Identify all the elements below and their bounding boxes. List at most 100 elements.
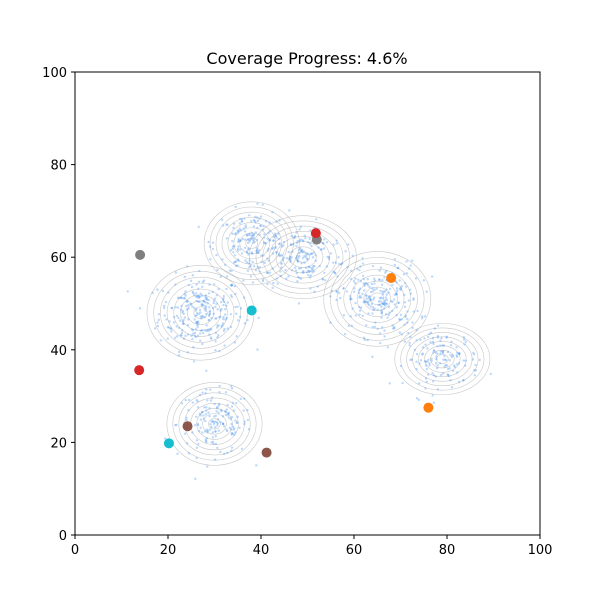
density-sample-point bbox=[306, 240, 310, 244]
density-sample-point bbox=[198, 269, 201, 273]
density-sample-point bbox=[311, 271, 314, 274]
density-sample-point bbox=[239, 228, 243, 232]
density-sample-point bbox=[409, 292, 412, 295]
density-sample-point bbox=[309, 276, 312, 279]
density-sample-point bbox=[184, 398, 188, 402]
density-sample-point bbox=[247, 262, 251, 265]
density-sample-point bbox=[153, 327, 157, 330]
density-sample-point bbox=[407, 331, 410, 335]
density-sample-point bbox=[211, 440, 215, 444]
density-sample-point bbox=[299, 266, 303, 270]
density-sample-point bbox=[250, 231, 254, 235]
density-contour bbox=[227, 222, 276, 265]
density-sample-point bbox=[220, 218, 224, 221]
density-sample-point bbox=[246, 318, 249, 322]
density-sample-point bbox=[385, 302, 389, 305]
density-sample-point bbox=[445, 336, 448, 339]
density-sample-point bbox=[226, 403, 229, 407]
density-sample-point bbox=[201, 294, 204, 297]
density-sample-point bbox=[177, 350, 181, 354]
density-sample-point bbox=[190, 285, 194, 289]
density-sample-point bbox=[335, 290, 338, 293]
density-sample-point bbox=[181, 309, 185, 313]
density-sample-point bbox=[190, 303, 193, 306]
density-sample-point bbox=[366, 338, 369, 342]
density-sample-point bbox=[357, 278, 360, 281]
density-sample-point bbox=[252, 236, 255, 239]
density-sample-point bbox=[254, 268, 258, 272]
density-sample-point bbox=[252, 218, 256, 222]
density-sample-point bbox=[237, 240, 240, 244]
density-sample-point bbox=[202, 279, 206, 282]
density-sample-point bbox=[311, 267, 315, 270]
density-sample-point bbox=[195, 283, 198, 286]
density-sample-point bbox=[194, 328, 198, 331]
density-sample-point bbox=[323, 238, 326, 241]
density-sample-point bbox=[264, 219, 268, 223]
density-sample-point bbox=[221, 422, 225, 426]
density-sample-point bbox=[393, 257, 397, 261]
density-sample-point bbox=[230, 295, 234, 299]
density-sample-point bbox=[211, 290, 214, 294]
density-sample-point bbox=[296, 254, 299, 258]
density-sample-point bbox=[257, 251, 260, 255]
density-sample-point bbox=[431, 340, 435, 344]
density-sample-point bbox=[192, 291, 195, 295]
density-sample-point bbox=[370, 302, 374, 306]
density-sample-point bbox=[234, 232, 238, 235]
density-sample-point bbox=[196, 325, 199, 329]
agent-markers bbox=[134, 228, 434, 458]
density-sample-point bbox=[197, 320, 200, 323]
density-contour bbox=[160, 276, 242, 349]
density-sample-point bbox=[248, 214, 251, 217]
density-sample-point bbox=[211, 241, 215, 244]
density-sample-point bbox=[179, 296, 183, 300]
density-sample-point bbox=[151, 291, 154, 295]
density-sample-point bbox=[226, 412, 230, 415]
density-sample-point bbox=[187, 318, 190, 321]
density-sample-point bbox=[377, 303, 380, 307]
agent-marker bbox=[310, 228, 321, 239]
density-sample-point bbox=[431, 371, 434, 375]
density-sample-point bbox=[270, 247, 274, 251]
density-sample-point bbox=[185, 304, 188, 308]
density-sample-point bbox=[306, 252, 310, 256]
density-sample-point bbox=[359, 265, 362, 268]
density-sample-point bbox=[229, 249, 233, 252]
density-sample-point bbox=[277, 254, 281, 257]
density-sample-point bbox=[432, 349, 436, 352]
density-sample-point bbox=[336, 275, 339, 278]
density-sample-point bbox=[172, 315, 176, 319]
density-sample-point bbox=[207, 292, 211, 295]
density-sample-point bbox=[474, 363, 477, 367]
density-sample-point bbox=[212, 301, 215, 305]
density-sample-point bbox=[337, 256, 340, 259]
x-axis: 0 20 40 60 80 100 bbox=[71, 535, 552, 558]
density-sample-point bbox=[379, 341, 382, 345]
density-sample-point bbox=[216, 424, 219, 427]
density-sample-point bbox=[161, 289, 165, 293]
density-sample-point bbox=[180, 304, 183, 308]
density-sample-point bbox=[219, 315, 222, 319]
density-sample-point bbox=[451, 369, 455, 372]
density-sample-point bbox=[439, 374, 443, 377]
y-tick-label: 40 bbox=[50, 344, 67, 359]
density-sample-point bbox=[183, 316, 187, 319]
density-sample-point bbox=[284, 268, 287, 272]
density-sample-point bbox=[292, 243, 295, 246]
density-sample-point bbox=[390, 299, 393, 303]
density-sample-point bbox=[380, 305, 383, 308]
density-sample-point bbox=[216, 324, 219, 327]
density-sample-point bbox=[214, 340, 217, 343]
density-sample-point bbox=[296, 259, 299, 263]
density-sample-point bbox=[254, 231, 257, 234]
density-sample-point bbox=[411, 326, 414, 330]
density-sample-point bbox=[403, 301, 407, 304]
density-sample-point bbox=[396, 301, 400, 305]
density-sample-point bbox=[395, 313, 398, 317]
density-sample-point bbox=[233, 427, 236, 430]
density-contour bbox=[262, 225, 344, 289]
density-sample-point bbox=[181, 329, 184, 332]
density-sample-point bbox=[332, 243, 335, 246]
density-sample-point bbox=[382, 290, 385, 293]
